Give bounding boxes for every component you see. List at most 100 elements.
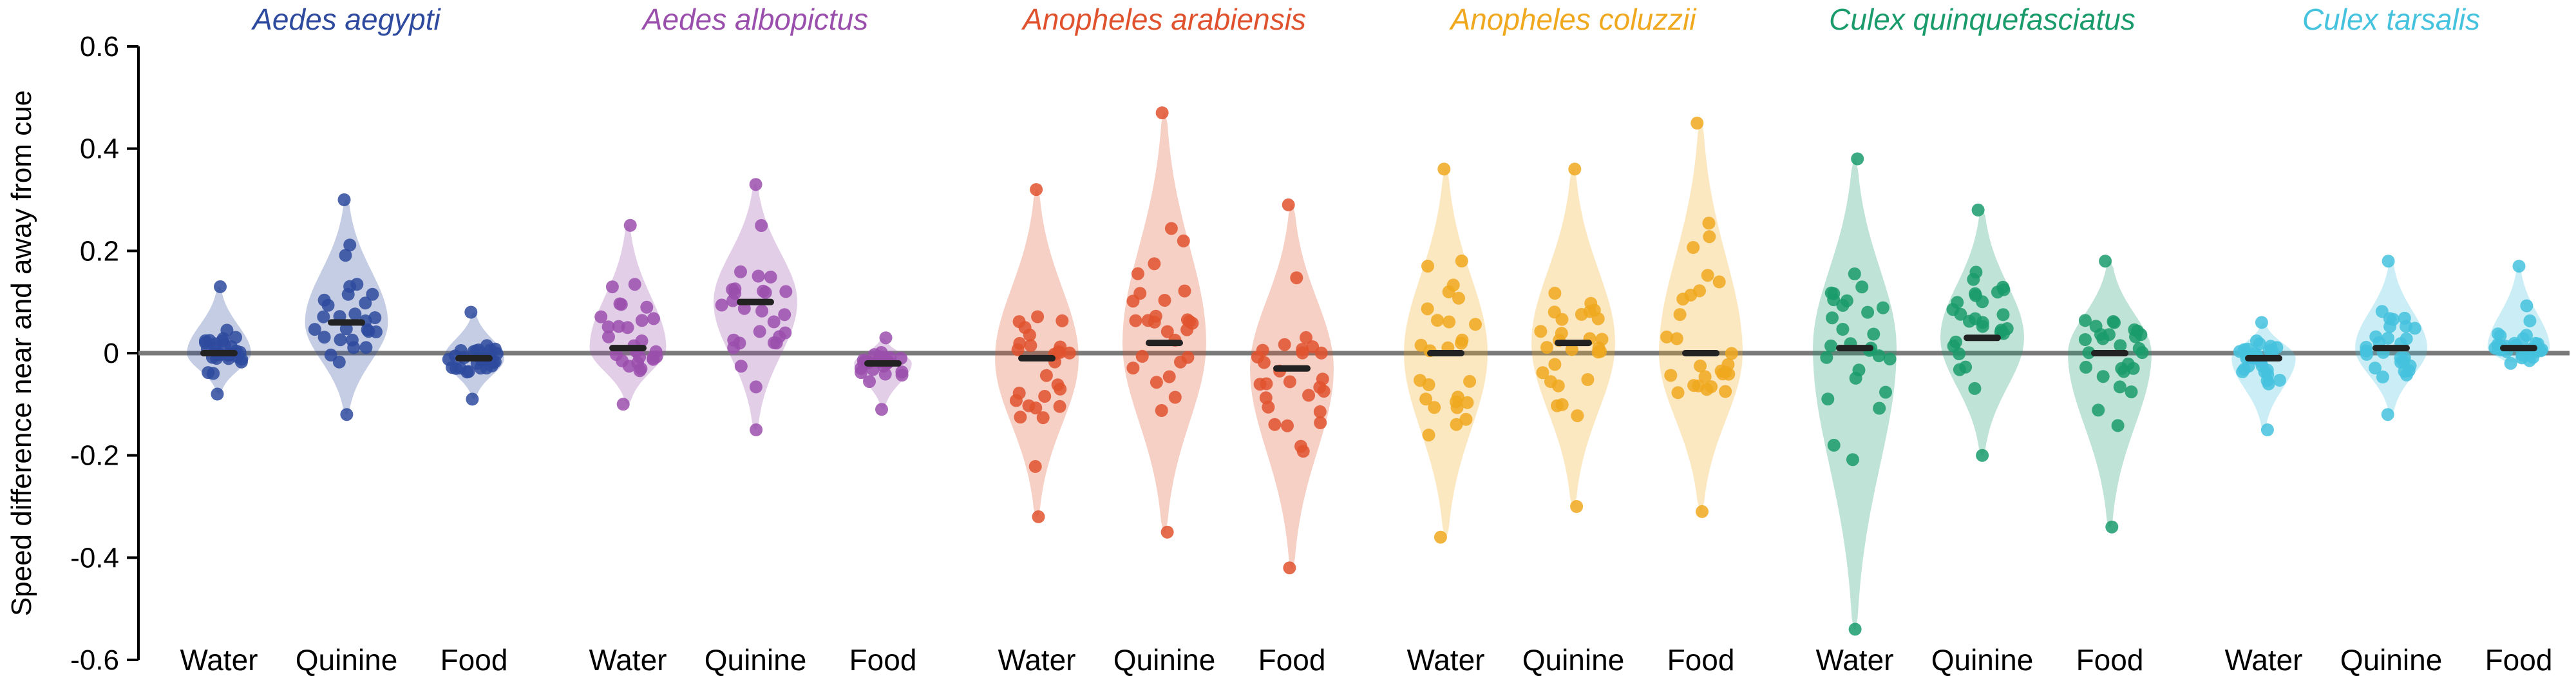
data-point — [1821, 392, 1835, 406]
x-category-label: Food — [2485, 643, 2553, 676]
data-point — [757, 284, 770, 298]
data-point — [1701, 269, 1714, 282]
data-point — [1023, 328, 1036, 342]
data-point — [1876, 301, 1889, 314]
y-tick-label: -0.2 — [70, 440, 119, 472]
data-point — [1836, 298, 1850, 312]
data-point — [778, 308, 791, 322]
data-point — [317, 293, 331, 307]
data-point — [211, 387, 224, 401]
data-point — [1281, 419, 1294, 432]
data-point — [616, 398, 630, 411]
data-point — [2113, 380, 2126, 394]
data-point — [1126, 295, 1140, 308]
data-point — [1551, 379, 1565, 392]
data-point — [1555, 398, 1569, 411]
data-point — [2114, 339, 2127, 352]
data-point — [1848, 267, 1861, 280]
y-axis-label: Speed difference near and away from cue — [6, 90, 37, 616]
data-point — [2260, 423, 2274, 436]
data-point — [1994, 324, 2008, 337]
x-category-label: Food — [440, 643, 508, 676]
data-point — [602, 330, 615, 343]
data-point — [2523, 314, 2537, 327]
data-point — [1461, 396, 1474, 409]
data-point — [1712, 275, 1726, 289]
x-category-label: Quinine — [1931, 643, 2034, 676]
data-point — [1030, 183, 1043, 197]
data-point — [1581, 373, 1595, 386]
data-point — [2266, 345, 2279, 358]
violin-body — [714, 184, 797, 430]
data-point — [1452, 291, 1465, 305]
data-point — [1660, 330, 1674, 343]
x-category-label: Water — [998, 643, 1076, 676]
data-point — [715, 298, 728, 312]
data-point — [621, 321, 634, 334]
data-point — [1534, 325, 1548, 338]
data-point — [1160, 325, 1174, 338]
violin-body — [1531, 169, 1615, 507]
data-point — [332, 355, 346, 369]
data-point — [1826, 311, 1839, 325]
data-point — [1278, 338, 1291, 351]
data-point — [2092, 403, 2105, 417]
data-point — [1824, 286, 1838, 300]
data-point — [334, 333, 347, 347]
data-point — [2108, 316, 2121, 329]
data-point — [1053, 400, 1066, 413]
violin-body — [305, 200, 388, 415]
data-point — [1571, 409, 1584, 423]
data-point — [1428, 401, 1441, 414]
data-point — [1150, 376, 1163, 389]
data-point — [1155, 404, 1168, 417]
x-category-label: Quinine — [705, 643, 807, 676]
data-point — [726, 283, 739, 296]
data-point — [1827, 438, 1841, 452]
data-point — [2398, 365, 2411, 378]
data-point — [1690, 117, 1704, 130]
data-point — [1976, 320, 1989, 333]
data-point — [1012, 387, 1026, 400]
x-category-label: Quinine — [296, 643, 398, 676]
data-point — [623, 218, 637, 232]
data-point — [2375, 305, 2389, 318]
data-point — [601, 320, 615, 334]
data-point — [1846, 453, 1859, 467]
data-point — [1584, 296, 1598, 310]
data-point — [317, 331, 331, 344]
data-point — [1954, 307, 1967, 321]
data-point — [442, 352, 455, 366]
data-point — [1296, 343, 1309, 356]
species-title: Culex quinquefasciatus — [1829, 3, 2136, 36]
points-layer — [199, 106, 2549, 636]
data-point — [1056, 314, 1069, 327]
data-point — [1313, 405, 1327, 418]
data-point — [2382, 331, 2394, 345]
data-point — [1024, 339, 1037, 352]
data-point — [1968, 381, 1982, 395]
data-point — [879, 331, 893, 345]
data-point — [2517, 332, 2530, 345]
data-point — [1883, 352, 1897, 366]
data-point — [2515, 348, 2529, 362]
data-point — [1446, 278, 1460, 292]
data-point — [1158, 294, 1171, 307]
x-category-label: Water — [1407, 643, 1485, 676]
species-title: Anopheles arabiensis — [1021, 3, 1306, 36]
data-point — [1673, 308, 1687, 322]
data-point — [359, 296, 372, 310]
data-point — [605, 280, 619, 294]
data-point — [1455, 333, 1469, 347]
data-point — [1419, 392, 1433, 406]
data-point — [466, 392, 479, 406]
data-point — [317, 310, 330, 324]
x-category-label: Food — [1667, 643, 1735, 676]
data-point — [1251, 351, 1264, 363]
x-category-label: Food — [1258, 643, 1326, 676]
species-title: Culex tarsalis — [2302, 3, 2480, 36]
data-point — [2520, 299, 2533, 313]
data-point — [1694, 359, 1707, 372]
data-point — [1867, 327, 1880, 341]
data-point — [1434, 530, 1447, 544]
